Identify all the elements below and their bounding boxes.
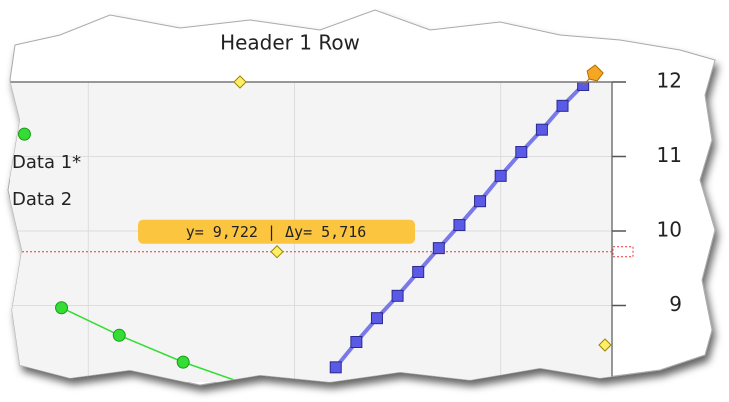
annotation: y= 9,722 | Δy= 5,716 — [186, 223, 367, 241]
plot — [10, 82, 612, 382]
cursor-end — [612, 246, 634, 258]
handle — [270, 245, 284, 259]
y-tick-label: 12 — [657, 69, 682, 93]
marker — [432, 242, 445, 255]
marker — [329, 361, 342, 374]
content: Header 1 Row 9 10 11 12 Data 1* Data 2 y= 9,72… — [10, 31, 682, 382]
marker — [17, 127, 31, 141]
y-tick-label: 10 — [657, 218, 682, 242]
marker — [370, 312, 383, 325]
marker — [556, 99, 569, 112]
overlay: 9 10 11 12 Data 1* Data 2 y= 9,722 | Δy= 5,716 — [12, 64, 682, 352]
marker — [112, 328, 126, 342]
legend-entry: Data 1* — [12, 152, 81, 173]
series-line — [61, 307, 250, 382]
handle — [233, 75, 247, 89]
marker — [412, 265, 425, 278]
marker — [55, 301, 69, 315]
chart-title: Header 1 Row — [220, 31, 360, 55]
marker — [242, 378, 256, 382]
marker — [515, 146, 528, 159]
marker — [535, 123, 548, 136]
legend-entry: Data 2 — [12, 189, 72, 210]
marker — [494, 169, 507, 182]
y-tick-label: 11 — [657, 143, 682, 167]
marker — [474, 195, 487, 208]
pin-icon — [582, 64, 604, 86]
marker — [176, 355, 190, 369]
marker — [577, 82, 590, 91]
annotation-box — [138, 219, 415, 244]
marker — [453, 219, 466, 232]
y-tick-label: 9 — [669, 292, 682, 316]
marker — [391, 289, 404, 302]
marker — [350, 336, 363, 349]
handle — [598, 338, 612, 352]
